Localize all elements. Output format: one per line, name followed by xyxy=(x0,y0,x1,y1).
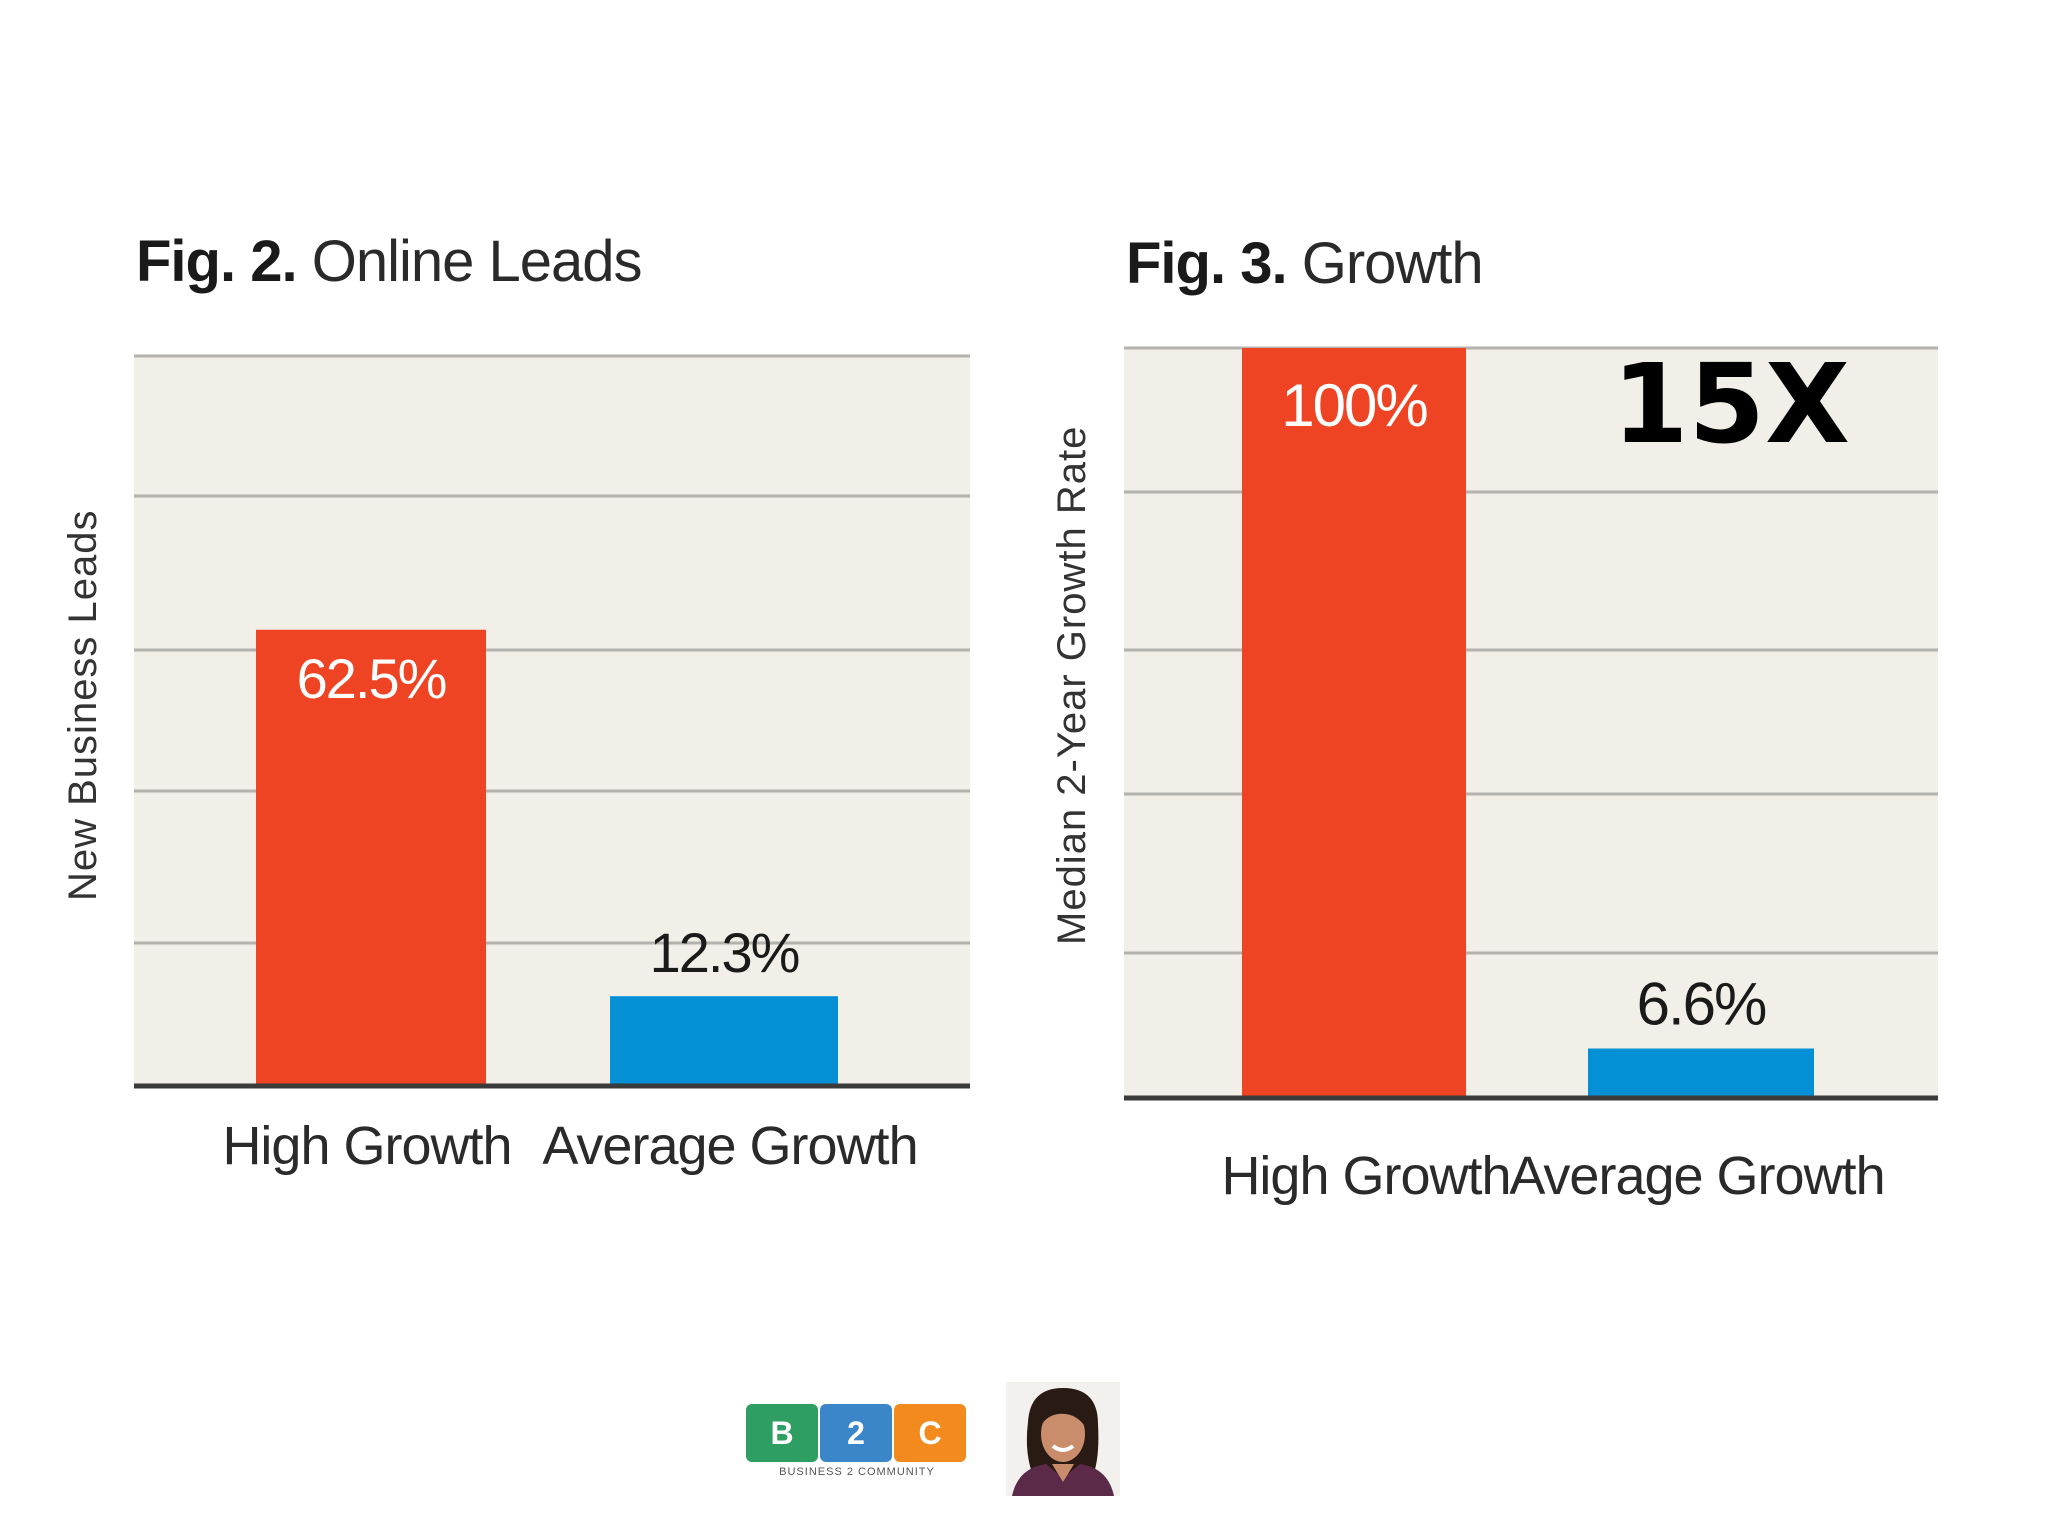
fig2-category-label: Average Growth xyxy=(542,1116,917,1176)
fig2-title: Fig. 2. Online Leads xyxy=(136,228,643,295)
fig2-value-label: 12.3% xyxy=(650,921,799,984)
logo-tagline: BUSINESS 2 COMMUNITY xyxy=(779,1466,935,1478)
growth-multiplier-annotation: 15X xyxy=(1612,340,1850,468)
fig3-number: Fig. 3. xyxy=(1126,231,1288,296)
fig3-name: Growth xyxy=(1301,231,1484,296)
fig3-value-label: 100% xyxy=(1281,372,1427,439)
fig3-value-label: 6.6% xyxy=(1637,971,1766,1038)
b2c-logo: B 2 C BUSINESS 2 COMMUNITY xyxy=(746,1400,968,1484)
fig3-category-label: High Growth xyxy=(1221,1146,1510,1206)
fig2-bar-high-growth xyxy=(256,629,486,1086)
fig3-title: Fig. 3. Growth xyxy=(1126,230,1484,297)
fig3-bar-average-growth xyxy=(1588,1048,1814,1098)
logo-tile-2: 2 xyxy=(820,1404,892,1462)
fig2-number: Fig. 2. xyxy=(136,229,298,294)
fig3-bar-high-growth xyxy=(1242,348,1466,1098)
fig2-name: Online Leads xyxy=(311,229,643,294)
fig2-value-label: 62.5% xyxy=(297,647,446,710)
logo-tile-b: B xyxy=(746,1404,818,1462)
avatar xyxy=(1006,1382,1120,1496)
fig3-category-label: Average Growth xyxy=(1509,1146,1884,1206)
fig2-category-label: High Growth xyxy=(222,1116,511,1176)
avatar-portrait xyxy=(1006,1382,1120,1496)
fig2-bar-average-growth xyxy=(610,996,838,1086)
logo-tile-c: C xyxy=(894,1404,966,1462)
